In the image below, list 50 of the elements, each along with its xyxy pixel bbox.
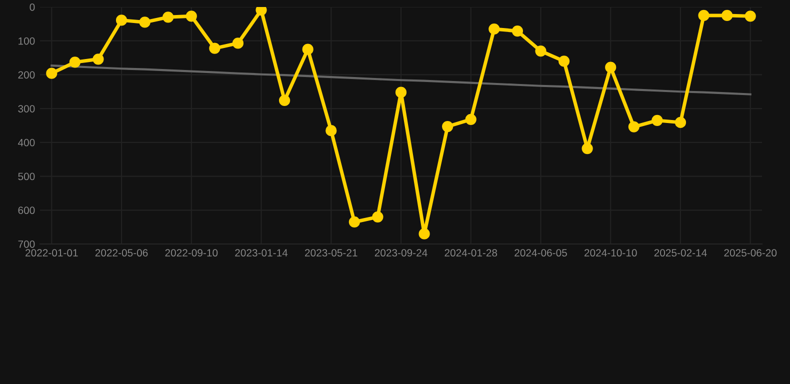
x-tick-label: 2022-09-10 xyxy=(165,249,218,257)
y-tick-label: 0 xyxy=(30,4,35,11)
y-tick-label: 200 xyxy=(18,71,35,79)
point xyxy=(512,25,524,37)
y-tick-label: 100 xyxy=(18,37,35,45)
y-tick-label: 400 xyxy=(18,138,35,146)
point xyxy=(582,142,593,154)
point xyxy=(535,45,546,57)
point xyxy=(116,14,128,26)
point xyxy=(605,62,616,73)
x-tick-label: 2024-10-10 xyxy=(584,249,637,257)
point xyxy=(46,68,58,79)
point xyxy=(139,16,150,28)
y-tick-label: 300 xyxy=(18,105,35,112)
x-tick-label: 2023-09-24 xyxy=(374,249,428,257)
point xyxy=(465,114,476,125)
x-tick-label: 2024-06-05 xyxy=(514,249,567,257)
point xyxy=(558,56,570,67)
y-tick-label: 700 xyxy=(18,240,35,248)
point xyxy=(69,56,80,68)
point xyxy=(162,12,174,23)
point xyxy=(302,44,314,55)
x-tick-label: 2024-01-28 xyxy=(444,249,498,257)
point xyxy=(674,116,686,128)
point xyxy=(209,42,220,54)
point xyxy=(652,114,663,126)
point xyxy=(744,10,756,22)
point xyxy=(488,23,500,35)
point xyxy=(698,10,710,22)
point xyxy=(278,94,290,106)
x-tick-label: 2023-01-14 xyxy=(235,249,288,257)
point xyxy=(256,7,267,16)
y-tick-label: 600 xyxy=(18,206,35,214)
point xyxy=(628,121,640,132)
x-tick-label: 2022-05-06 xyxy=(95,249,148,257)
x-tick-label: 2025-06-20 xyxy=(724,249,777,257)
point xyxy=(722,10,733,22)
point xyxy=(348,216,360,228)
point xyxy=(372,211,384,222)
x-tick-label: 2023-05-21 xyxy=(305,249,358,257)
x-tick-label: 2022-01-01 xyxy=(26,249,78,257)
point xyxy=(92,54,104,65)
point xyxy=(418,228,430,240)
y-tick-label: 500 xyxy=(18,172,35,180)
point xyxy=(232,38,244,49)
point xyxy=(395,86,407,98)
x-tick-label: 2025-02-14 xyxy=(654,249,707,257)
point xyxy=(186,10,197,22)
point xyxy=(326,125,337,136)
point xyxy=(442,120,454,132)
